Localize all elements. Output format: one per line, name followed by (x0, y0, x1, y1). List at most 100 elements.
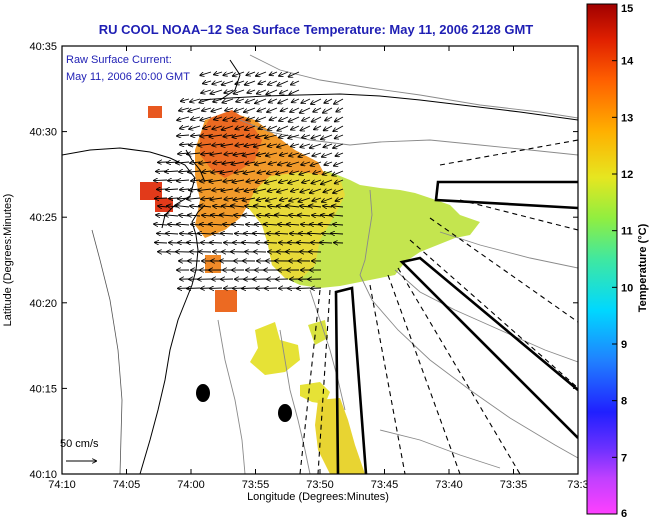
current-vector (180, 233, 190, 234)
current-vector (322, 233, 333, 234)
current-vector (224, 198, 234, 199)
current-vector (166, 189, 179, 190)
current-vector (299, 197, 311, 202)
current-vector (254, 189, 267, 192)
x-tick-label: 74:00 (177, 479, 205, 491)
current-vector (291, 189, 300, 191)
colorbar-tick-label: 13 (621, 112, 633, 124)
current-vector (279, 135, 289, 138)
current-vector (289, 71, 300, 77)
current-vector (336, 198, 344, 201)
current-vector (279, 116, 289, 121)
y-tick-label: 40:10 (29, 469, 57, 481)
current-vector (244, 171, 256, 173)
current-vector (324, 98, 333, 103)
current-vector (222, 125, 234, 130)
current-vector (258, 126, 267, 129)
current-vector (224, 90, 234, 93)
current-vector (286, 206, 300, 207)
current-vector (155, 198, 168, 199)
current-vector (176, 162, 190, 163)
current-vector (200, 71, 212, 75)
current-vector (233, 135, 245, 137)
current-vector (269, 162, 278, 164)
current-vector (336, 108, 344, 112)
current-vector (313, 171, 322, 174)
current-vector (335, 180, 344, 183)
current-vector (335, 116, 344, 121)
current-vector (166, 233, 179, 234)
y-tick-label: 40:20 (29, 298, 57, 310)
current-vector (321, 134, 333, 139)
current-vector (281, 108, 289, 111)
current-vector (211, 107, 223, 111)
current-vector (280, 198, 289, 200)
current-vector (268, 206, 278, 207)
current-vector (291, 80, 300, 85)
current-vector (334, 98, 344, 104)
current-vector (269, 99, 278, 102)
current-vector (234, 89, 245, 94)
sst-yellow-patch-4 (308, 320, 328, 345)
current-vector (177, 180, 190, 181)
colorbar-tick-label: 8 (621, 396, 627, 408)
current-vector (245, 125, 256, 130)
current-vector (243, 153, 256, 156)
current-label-line1: Raw Surface Current: (66, 54, 172, 66)
current-vector (191, 224, 201, 225)
current-vector (334, 161, 344, 166)
current-vector (203, 81, 212, 83)
current-vector (191, 117, 201, 120)
current-vector (302, 180, 311, 183)
current-vector (222, 80, 234, 85)
current-vector (298, 215, 311, 216)
current-vector (258, 171, 267, 173)
current-vector (224, 153, 234, 154)
traffic-separation-zones (334, 180, 578, 474)
current-vector (265, 179, 278, 183)
current-vector (210, 198, 223, 200)
current-vector (213, 206, 223, 207)
current-vector (199, 206, 212, 207)
current-vector (277, 80, 289, 86)
x-tick-label: 73:55 (242, 479, 270, 491)
current-vector (242, 242, 256, 243)
current-vector (324, 144, 333, 147)
current-vector (220, 215, 234, 216)
colorbar-tick-label: 10 (621, 282, 633, 294)
current-vector (312, 215, 322, 216)
current-vector (181, 99, 190, 101)
current-vector (270, 72, 278, 75)
south-lane-zone (334, 286, 368, 474)
current-vector (277, 189, 289, 192)
current-vector (213, 99, 223, 102)
current-vector (268, 80, 278, 85)
current-vector (323, 206, 333, 207)
current-vector (257, 89, 267, 94)
current-vector (246, 224, 256, 225)
current-vector (213, 162, 223, 163)
current-vector (225, 108, 234, 111)
current-vector (232, 224, 245, 225)
current-vector (289, 116, 300, 122)
current-vector (254, 206, 267, 207)
current-vector (158, 206, 168, 207)
current-vector (297, 242, 311, 243)
colorbar-tick-label: 12 (621, 169, 633, 181)
current-vector (336, 153, 344, 156)
current-vector (202, 108, 212, 111)
current-vector (288, 134, 300, 138)
sst-yellow-patch-3 (315, 398, 365, 474)
current-vector (266, 89, 278, 94)
current-vector (324, 125, 333, 130)
current-vector (313, 107, 322, 112)
current-vector (333, 188, 344, 193)
current-vector (268, 144, 278, 146)
current-vector (209, 180, 223, 182)
current-vector (324, 162, 333, 165)
current-vector (200, 116, 212, 120)
current-vector (311, 98, 322, 104)
current-vector (247, 90, 256, 93)
current-vector (154, 180, 168, 181)
current-vector (290, 107, 300, 112)
